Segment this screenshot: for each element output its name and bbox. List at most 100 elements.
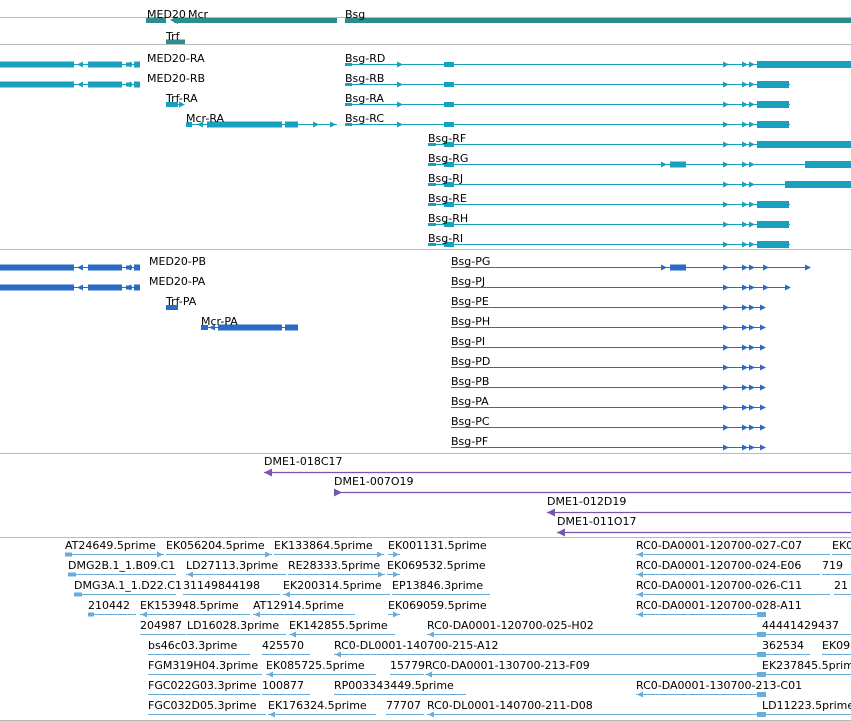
feature-label[interactable]: Trf bbox=[166, 30, 180, 43]
feature-label[interactable]: MED20-PB bbox=[149, 255, 207, 268]
feature-glyph[interactable] bbox=[166, 305, 178, 310]
feature-glyph[interactable] bbox=[345, 81, 790, 88]
feature-glyph[interactable] bbox=[451, 424, 766, 431]
feature-label[interactable]: Mcr bbox=[188, 8, 209, 21]
feature-label[interactable]: Bsg-RD bbox=[345, 52, 386, 65]
feature-label[interactable]: 719 bbox=[822, 559, 843, 572]
feature-label[interactable]: Bsg-PB bbox=[451, 375, 490, 388]
feature-glyph[interactable] bbox=[0, 264, 140, 271]
feature-label[interactable]: Bsg-PI bbox=[451, 335, 486, 348]
feature-glyph[interactable] bbox=[283, 591, 390, 598]
feature-label[interactable]: Bsg-RE bbox=[428, 192, 467, 205]
feature-glyph[interactable] bbox=[166, 101, 185, 108]
feature-label[interactable]: EK085725.5prime bbox=[266, 659, 365, 672]
feature-label[interactable]: Bsg-RH bbox=[428, 212, 469, 225]
feature-label[interactable]: EK133864.5prime bbox=[274, 539, 373, 552]
feature-label[interactable]: DME1-007O19 bbox=[334, 475, 414, 488]
feature-label[interactable]: bs46c03.3prime bbox=[148, 639, 238, 652]
feature-label[interactable]: Trf-RA bbox=[166, 92, 198, 105]
feature-glyph[interactable] bbox=[427, 711, 766, 718]
feature-label[interactable]: Bsg bbox=[345, 8, 366, 21]
feature-glyph[interactable] bbox=[68, 572, 176, 577]
feature-label[interactable]: FGC022G03.3prime bbox=[148, 679, 257, 692]
feature-glyph[interactable] bbox=[451, 344, 766, 351]
feature-label[interactable]: 100877 bbox=[262, 679, 304, 692]
feature-label[interactable]: RC0-DA0001-120700-028-A11 bbox=[636, 599, 802, 612]
feature-label[interactable]: FGC032D05.3prime bbox=[148, 699, 257, 712]
feature-label[interactable]: MED20-RA bbox=[147, 52, 205, 65]
feature-glyph[interactable] bbox=[0, 61, 140, 68]
feature-label[interactable]: DMG3A.1_1.D22.C1 bbox=[74, 579, 182, 592]
feature-label[interactable]: EK153948.5prime bbox=[140, 599, 239, 612]
feature-label[interactable]: RC0-DA0001-130700-213-F09 bbox=[425, 659, 590, 672]
feature-label[interactable]: LD27113.3prime bbox=[186, 559, 279, 572]
feature-label[interactable]: 15779 bbox=[390, 659, 425, 672]
feature-label[interactable]: 362534 bbox=[762, 639, 804, 652]
feature-label[interactable]: Mcr-PA bbox=[201, 315, 238, 328]
feature-label[interactable]: RP003343449.5prime bbox=[334, 679, 454, 692]
feature-label[interactable]: LD11223.5prime bbox=[762, 699, 851, 712]
feature-label[interactable]: RC0-DA0001-120700-025-H02 bbox=[427, 619, 594, 632]
feature-glyph[interactable] bbox=[166, 39, 185, 45]
feature-glyph[interactable] bbox=[345, 61, 851, 68]
feature-glyph[interactable] bbox=[170, 16, 337, 24]
feature-glyph[interactable] bbox=[451, 264, 811, 271]
feature-label[interactable]: Bsg-RB bbox=[345, 72, 385, 85]
feature-label[interactable]: EK0 bbox=[832, 539, 851, 552]
feature-glyph[interactable] bbox=[345, 101, 790, 108]
feature-glyph[interactable] bbox=[451, 384, 766, 391]
feature-glyph[interactable] bbox=[428, 161, 851, 168]
feature-glyph[interactable] bbox=[274, 551, 384, 558]
feature-label[interactable]: Bsg-PJ bbox=[451, 275, 486, 288]
feature-label[interactable]: RC0-DA0001-130700-213-C01 bbox=[636, 679, 803, 692]
feature-label[interactable]: Trf-PA bbox=[166, 295, 197, 308]
feature-glyph[interactable] bbox=[345, 121, 790, 128]
feature-label[interactable]: EK237845.5prime bbox=[762, 659, 851, 672]
feature-label[interactable]: 77707 bbox=[386, 699, 421, 712]
feature-label[interactable]: Bsg-PC bbox=[451, 415, 490, 428]
feature-label[interactable]: Bsg-RC bbox=[345, 112, 385, 125]
feature-label[interactable]: Bsg-PG bbox=[451, 255, 491, 268]
feature-glyph[interactable] bbox=[88, 612, 136, 617]
feature-label[interactable]: RC0-DL0001-140700-211-D08 bbox=[427, 699, 593, 712]
feature-label[interactable]: DME1-011O17 bbox=[557, 515, 637, 528]
feature-label[interactable]: RC0-DA0001-120700-026-C11 bbox=[636, 579, 803, 592]
feature-glyph[interactable] bbox=[201, 324, 298, 331]
feature-label[interactable]: 210442 bbox=[88, 599, 130, 612]
feature-glyph[interactable] bbox=[451, 284, 791, 291]
feature-glyph[interactable] bbox=[334, 651, 766, 658]
feature-glyph[interactable] bbox=[636, 611, 766, 618]
feature-glyph[interactable] bbox=[636, 691, 766, 698]
feature-label[interactable]: MED20-PA bbox=[149, 275, 206, 288]
feature-label[interactable]: EK069532.5prime bbox=[387, 559, 486, 572]
feature-glyph[interactable] bbox=[345, 17, 851, 23]
feature-glyph[interactable] bbox=[428, 241, 790, 248]
feature-glyph[interactable] bbox=[388, 551, 400, 558]
feature-label[interactable]: FGM319H04.3prime bbox=[148, 659, 259, 672]
feature-glyph[interactable] bbox=[264, 468, 851, 477]
feature-glyph[interactable] bbox=[0, 81, 140, 88]
feature-label[interactable]: EK069059.5prime bbox=[388, 599, 487, 612]
feature-label[interactable]: EK142855.5prime bbox=[289, 619, 388, 632]
feature-glyph[interactable] bbox=[334, 488, 851, 497]
feature-glyph[interactable] bbox=[451, 304, 766, 311]
feature-glyph[interactable] bbox=[268, 711, 376, 718]
feature-label[interactable]: LD16028.3prime bbox=[187, 619, 280, 632]
feature-label[interactable]: Bsg-PA bbox=[451, 395, 489, 408]
feature-glyph[interactable] bbox=[427, 631, 766, 638]
feature-glyph[interactable] bbox=[636, 591, 830, 598]
feature-label[interactable]: RC0-DA0001-120700-024-E06 bbox=[636, 559, 802, 572]
feature-label[interactable]: Bsg-RA bbox=[345, 92, 384, 105]
feature-label[interactable]: EK056204.5prime bbox=[166, 539, 265, 552]
feature-label[interactable]: EK176324.5prime bbox=[268, 699, 367, 712]
feature-label[interactable]: 204987 bbox=[140, 619, 182, 632]
feature-glyph[interactable] bbox=[451, 324, 766, 331]
feature-glyph[interactable] bbox=[186, 571, 286, 578]
feature-label[interactable]: Bsg-PD bbox=[451, 355, 491, 368]
feature-label[interactable]: Mcr-RA bbox=[186, 112, 225, 125]
feature-glyph[interactable] bbox=[74, 592, 176, 597]
feature-label[interactable]: EK200314.5prime bbox=[283, 579, 382, 592]
feature-label[interactable]: Bsg-PE bbox=[451, 295, 489, 308]
feature-label[interactable]: AT12914.5prime bbox=[253, 599, 344, 612]
feature-glyph[interactable] bbox=[387, 571, 400, 578]
